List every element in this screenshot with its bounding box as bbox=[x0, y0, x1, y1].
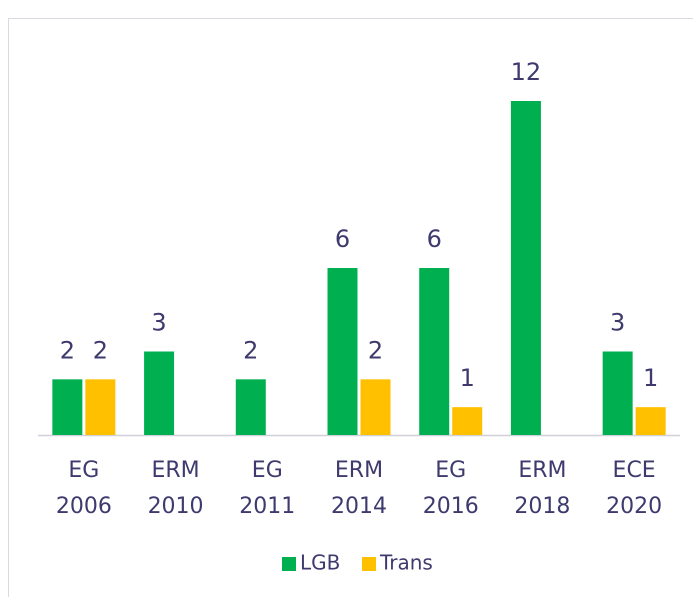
x-tick-label: 2016 bbox=[423, 494, 479, 519]
legend-label: LGB bbox=[300, 551, 340, 575]
bar bbox=[635, 407, 666, 435]
x-tick-label: EG bbox=[252, 458, 283, 483]
x-tick-label: 2020 bbox=[606, 494, 662, 519]
x-tick-label: 2011 bbox=[239, 494, 295, 519]
bar bbox=[235, 379, 266, 435]
value-label: 2 bbox=[60, 336, 75, 364]
value-label: 1 bbox=[643, 364, 658, 392]
x-tick-label: ERM bbox=[151, 458, 199, 483]
value-label: 12 bbox=[511, 58, 542, 86]
bar bbox=[360, 379, 391, 435]
value-label: 2 bbox=[243, 336, 258, 364]
x-tick-label: EG bbox=[435, 458, 466, 483]
value-label: 2 bbox=[368, 336, 383, 364]
value-label: 3 bbox=[151, 309, 166, 337]
legend-label: Trans bbox=[379, 551, 433, 575]
value-label: 6 bbox=[335, 225, 350, 253]
bar bbox=[510, 101, 541, 435]
x-tick-label: 2010 bbox=[148, 494, 204, 519]
bar bbox=[602, 351, 633, 435]
x-tick-label: 2006 bbox=[56, 494, 112, 519]
bar bbox=[419, 268, 450, 435]
legend-swatch bbox=[282, 557, 296, 571]
legend-swatch bbox=[362, 557, 376, 571]
bar bbox=[327, 268, 358, 435]
bar bbox=[452, 407, 483, 435]
x-tick-label: ERM bbox=[518, 458, 566, 483]
bar bbox=[144, 351, 175, 435]
x-tick-label: EG bbox=[68, 458, 99, 483]
bar bbox=[85, 379, 116, 435]
x-tick-label: ERM bbox=[335, 458, 383, 483]
value-label: 6 bbox=[427, 225, 442, 253]
value-label: 2 bbox=[93, 336, 108, 364]
x-tick-label: 2014 bbox=[331, 494, 387, 519]
value-label: 1 bbox=[460, 364, 475, 392]
value-label: 3 bbox=[610, 309, 625, 337]
bar bbox=[52, 379, 83, 435]
x-tick-label: 2018 bbox=[514, 494, 570, 519]
x-tick-label: ECE bbox=[613, 458, 656, 483]
